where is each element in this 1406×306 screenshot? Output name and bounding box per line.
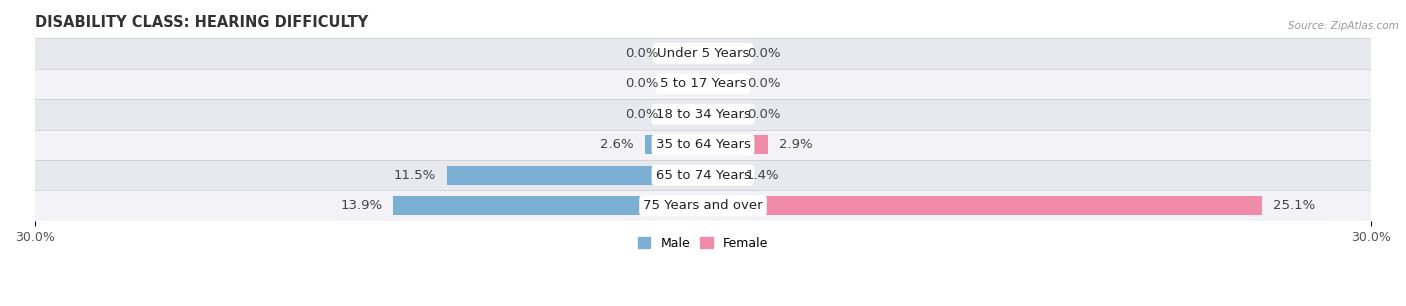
Text: 75 Years and over: 75 Years and over (643, 199, 763, 212)
Text: DISABILITY CLASS: HEARING DIFFICULTY: DISABILITY CLASS: HEARING DIFFICULTY (35, 15, 368, 30)
Bar (35, 69, 1371, 99)
Bar (447, 166, 703, 185)
Text: 11.5%: 11.5% (394, 169, 436, 182)
Bar (35, 190, 1371, 221)
Bar (703, 44, 737, 63)
Bar (669, 74, 703, 93)
Bar (703, 105, 737, 124)
Bar (645, 135, 703, 154)
Text: 2.9%: 2.9% (779, 138, 813, 151)
Bar (35, 99, 1371, 129)
Bar (669, 105, 703, 124)
Text: 65 to 74 Years: 65 to 74 Years (655, 169, 751, 182)
Text: 18 to 34 Years: 18 to 34 Years (655, 108, 751, 121)
Text: 13.9%: 13.9% (340, 199, 382, 212)
Bar (703, 135, 768, 154)
Text: 2.6%: 2.6% (600, 138, 634, 151)
Text: 0.0%: 0.0% (624, 77, 658, 90)
Bar (669, 44, 703, 63)
Bar (35, 38, 1371, 69)
Text: 0.0%: 0.0% (748, 47, 782, 60)
Text: Source: ZipAtlas.com: Source: ZipAtlas.com (1288, 21, 1399, 32)
Bar (703, 166, 734, 185)
Bar (35, 129, 1371, 160)
Legend: Male, Female: Male, Female (633, 232, 773, 255)
Bar (394, 196, 703, 215)
Text: 5 to 17 Years: 5 to 17 Years (659, 77, 747, 90)
Text: Under 5 Years: Under 5 Years (657, 47, 749, 60)
Text: 1.4%: 1.4% (745, 169, 779, 182)
Text: 25.1%: 25.1% (1272, 199, 1316, 212)
Text: 0.0%: 0.0% (624, 47, 658, 60)
Text: 0.0%: 0.0% (624, 108, 658, 121)
Text: 0.0%: 0.0% (748, 108, 782, 121)
Bar (703, 74, 737, 93)
Text: 0.0%: 0.0% (748, 77, 782, 90)
Text: 35 to 64 Years: 35 to 64 Years (655, 138, 751, 151)
Bar (35, 160, 1371, 190)
Bar (703, 196, 1263, 215)
